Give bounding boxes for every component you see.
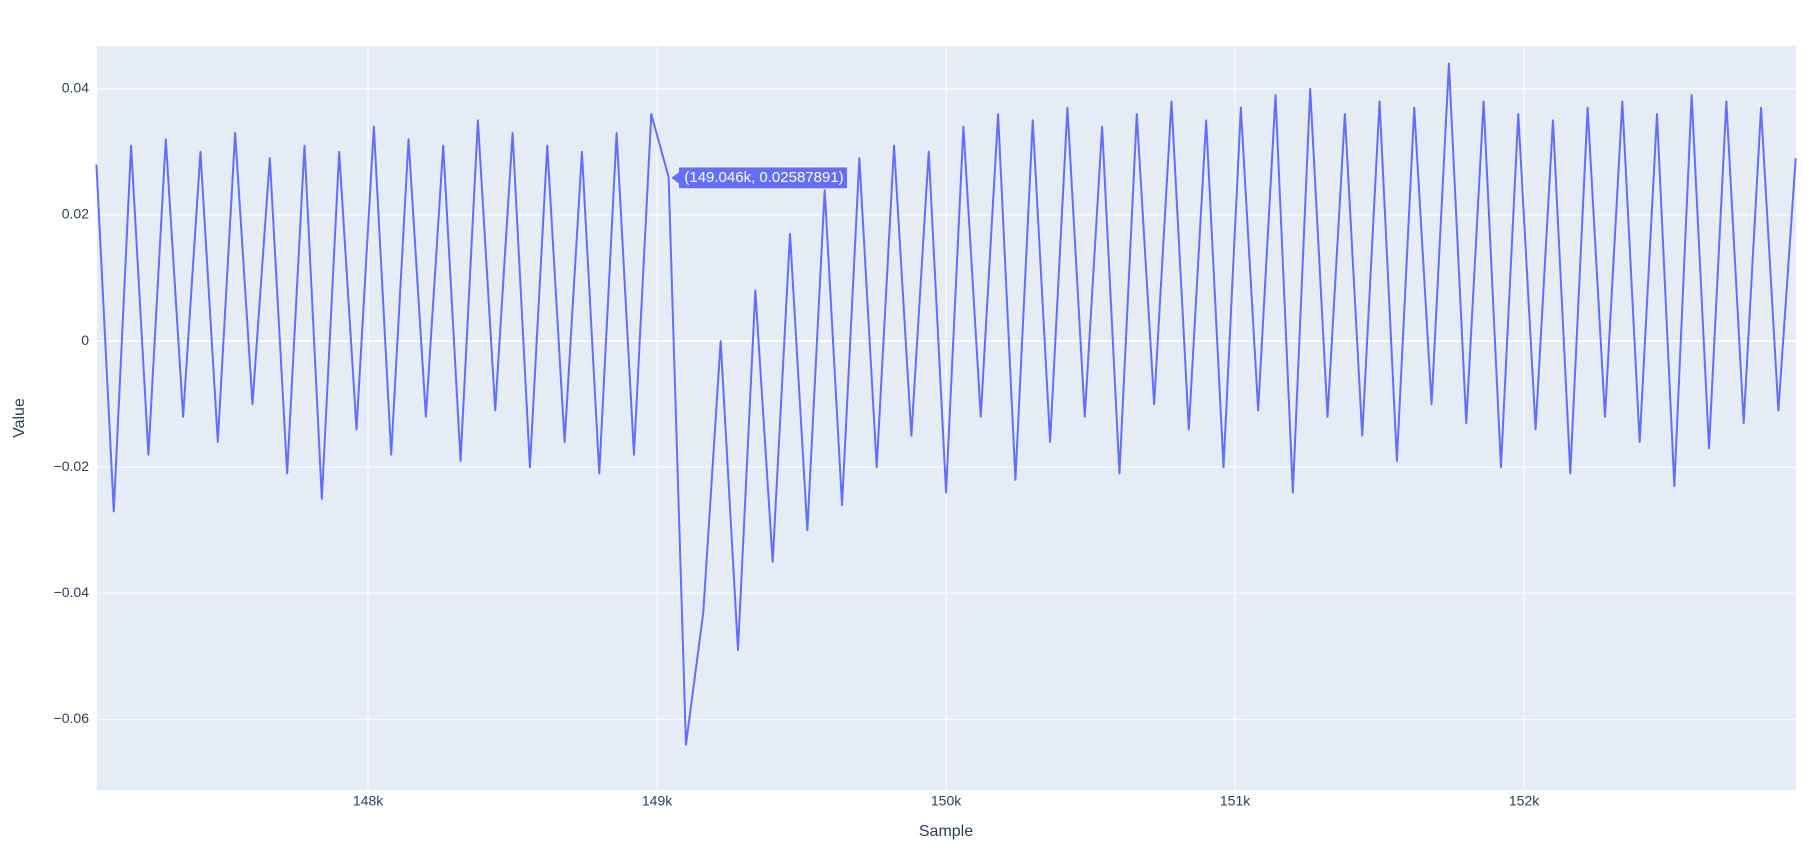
marks	[95, 62, 1797, 746]
x-tick-label: 149k	[642, 793, 673, 809]
x-axis-title: Sample	[919, 823, 973, 840]
grid	[97, 46, 1796, 790]
y-tick-label: 0.02	[62, 206, 89, 222]
x-tick-label: 152k	[1509, 793, 1540, 809]
x-tick-label: 150k	[931, 793, 962, 809]
hover-label: (149.046k, 0.02587891)	[684, 169, 843, 186]
data-line	[95, 62, 1797, 746]
y-tick-label: 0.04	[62, 80, 89, 96]
labels: 0.04 0.02 0 −0.02 −0.04 −0.06 148k 149k 150k 151k…	[54, 80, 1541, 809]
x-tick-label: 148k	[353, 793, 384, 809]
y-tick-label: −0.04	[54, 584, 90, 600]
hover-box	[669, 166, 849, 190]
y-tick-label: 0	[81, 332, 89, 348]
y-tick-label: −0.06	[54, 710, 90, 726]
x-tick-label: 151k	[1220, 793, 1251, 809]
hover-tooltip: (149.046k, 0.02587891)	[669, 166, 849, 190]
y-tick-label: −0.02	[54, 458, 90, 474]
y-axis-title: Value	[11, 398, 28, 438]
